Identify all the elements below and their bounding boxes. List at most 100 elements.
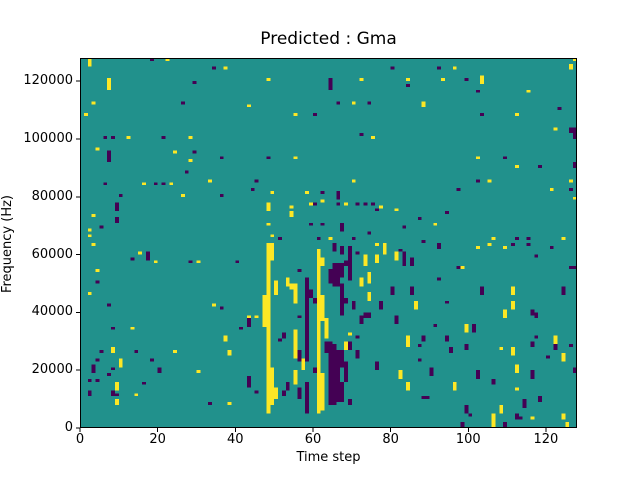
heatmap-cell — [406, 84, 411, 87]
heatmap-cell — [87, 390, 92, 397]
heatmap-cell — [526, 243, 531, 246]
heatmap-cell — [421, 335, 426, 342]
heatmap-cell — [320, 257, 325, 267]
heatmap-cell — [367, 271, 372, 284]
heatmap-cell — [336, 202, 341, 206]
heatmap-cell — [285, 381, 290, 391]
heatmap-cell — [266, 243, 271, 414]
heatmap-cell — [95, 269, 100, 272]
heatmap-cell — [344, 341, 348, 350]
heatmap-cell — [398, 248, 403, 252]
heatmap-cell — [510, 300, 515, 310]
heatmap-cell — [491, 378, 496, 385]
heatmap-cell — [394, 208, 399, 212]
heatmap-cell — [503, 309, 508, 319]
heatmap-cell — [557, 107, 562, 111]
heatmap-cell — [87, 58, 92, 67]
heatmap-cell — [336, 263, 341, 287]
heatmap-cell — [91, 243, 96, 246]
heatmap-cell — [320, 222, 325, 226]
heatmap-cell — [223, 335, 228, 342]
x-tick-label: 0 — [75, 432, 85, 447]
heatmap-cell — [344, 260, 348, 267]
heatmap-cell — [83, 112, 88, 116]
heatmap-cell — [149, 58, 154, 61]
heatmap-cell — [464, 404, 469, 414]
heatmap-cell — [250, 188, 255, 191]
heatmap-cell — [180, 193, 185, 197]
heatmap-cell — [111, 136, 115, 139]
heatmap-cell — [173, 150, 178, 154]
heatmap-cell — [114, 399, 119, 405]
heatmap-cell — [569, 63, 574, 70]
heatmap-cell — [293, 283, 298, 304]
heatmap-cell — [437, 66, 442, 70]
heatmap-cell — [499, 404, 504, 414]
heatmap-cell — [114, 202, 119, 212]
heatmap-cell — [410, 257, 414, 267]
y-tick-label: 20000 — [31, 362, 73, 378]
x-tick-label: 60 — [304, 432, 322, 447]
heatmap-cell — [530, 370, 535, 379]
heatmap-cell — [464, 323, 469, 333]
y-axis-label: Frequency (Hz) — [0, 194, 15, 294]
heatmap-cell — [367, 101, 372, 105]
heatmap-cell — [309, 202, 313, 206]
heatmap-cell — [212, 303, 216, 307]
heatmap-cell — [565, 422, 570, 428]
heatmap-cell — [165, 58, 170, 61]
heatmap-cell — [444, 211, 449, 215]
heatmap-cell — [417, 216, 422, 220]
heatmap-cell — [464, 344, 469, 350]
heatmap-cell — [246, 315, 251, 327]
heatmap-cell — [425, 396, 430, 400]
heatmap-cell — [328, 269, 333, 284]
heatmap-cell — [573, 127, 577, 139]
heatmap-cell — [340, 245, 345, 255]
heatmap-cell — [87, 292, 92, 296]
heatmap-cell — [433, 222, 438, 226]
heatmap-cell — [573, 162, 577, 168]
heatmap-cell — [107, 78, 112, 90]
heatmap-cell — [336, 349, 341, 402]
heatmap-cell — [371, 202, 376, 206]
heatmap-cell — [114, 393, 119, 397]
heatmap-cell — [324, 318, 329, 339]
x-tick-label: 120 — [533, 432, 559, 447]
heatmap-cell — [312, 297, 317, 304]
heatmap-cell — [157, 367, 162, 374]
heatmap-cell — [406, 381, 411, 391]
heatmap-cell — [173, 349, 178, 353]
heatmap-cell — [437, 243, 442, 249]
heatmap-cell — [312, 202, 317, 206]
heatmap-cell — [487, 179, 492, 183]
heatmap-cell — [476, 156, 480, 160]
heatmap-cell — [417, 344, 422, 348]
heatmap-cell — [142, 182, 147, 186]
heatmap-cell — [406, 78, 411, 82]
heatmap-cell — [406, 335, 411, 348]
heatmap-cell — [254, 390, 259, 394]
heatmap-cell — [111, 347, 115, 353]
heatmap-cell — [305, 190, 310, 194]
heatmap-cell — [351, 237, 356, 241]
heatmap-cell — [274, 280, 279, 296]
heatmap-cell — [394, 315, 399, 324]
heatmap-cell — [219, 193, 224, 197]
heatmap-cell — [227, 401, 232, 405]
heatmap-cell — [359, 315, 364, 324]
heatmap-cell — [262, 295, 267, 327]
heatmap-cell — [309, 289, 313, 298]
heatmap-cell — [320, 199, 325, 203]
heatmap-cell — [371, 136, 376, 139]
heatmap-cell — [351, 300, 356, 310]
heatmap-cell — [328, 341, 333, 405]
y-tick-label: 0 — [64, 420, 73, 435]
heatmap-cell — [130, 326, 135, 330]
heatmap-cell — [297, 387, 302, 400]
heatmap-cell — [410, 286, 414, 296]
heatmap-cell — [433, 323, 438, 327]
heatmap-cell — [549, 188, 554, 191]
heatmap-cell — [569, 266, 574, 270]
heatmap-cell — [526, 89, 531, 93]
